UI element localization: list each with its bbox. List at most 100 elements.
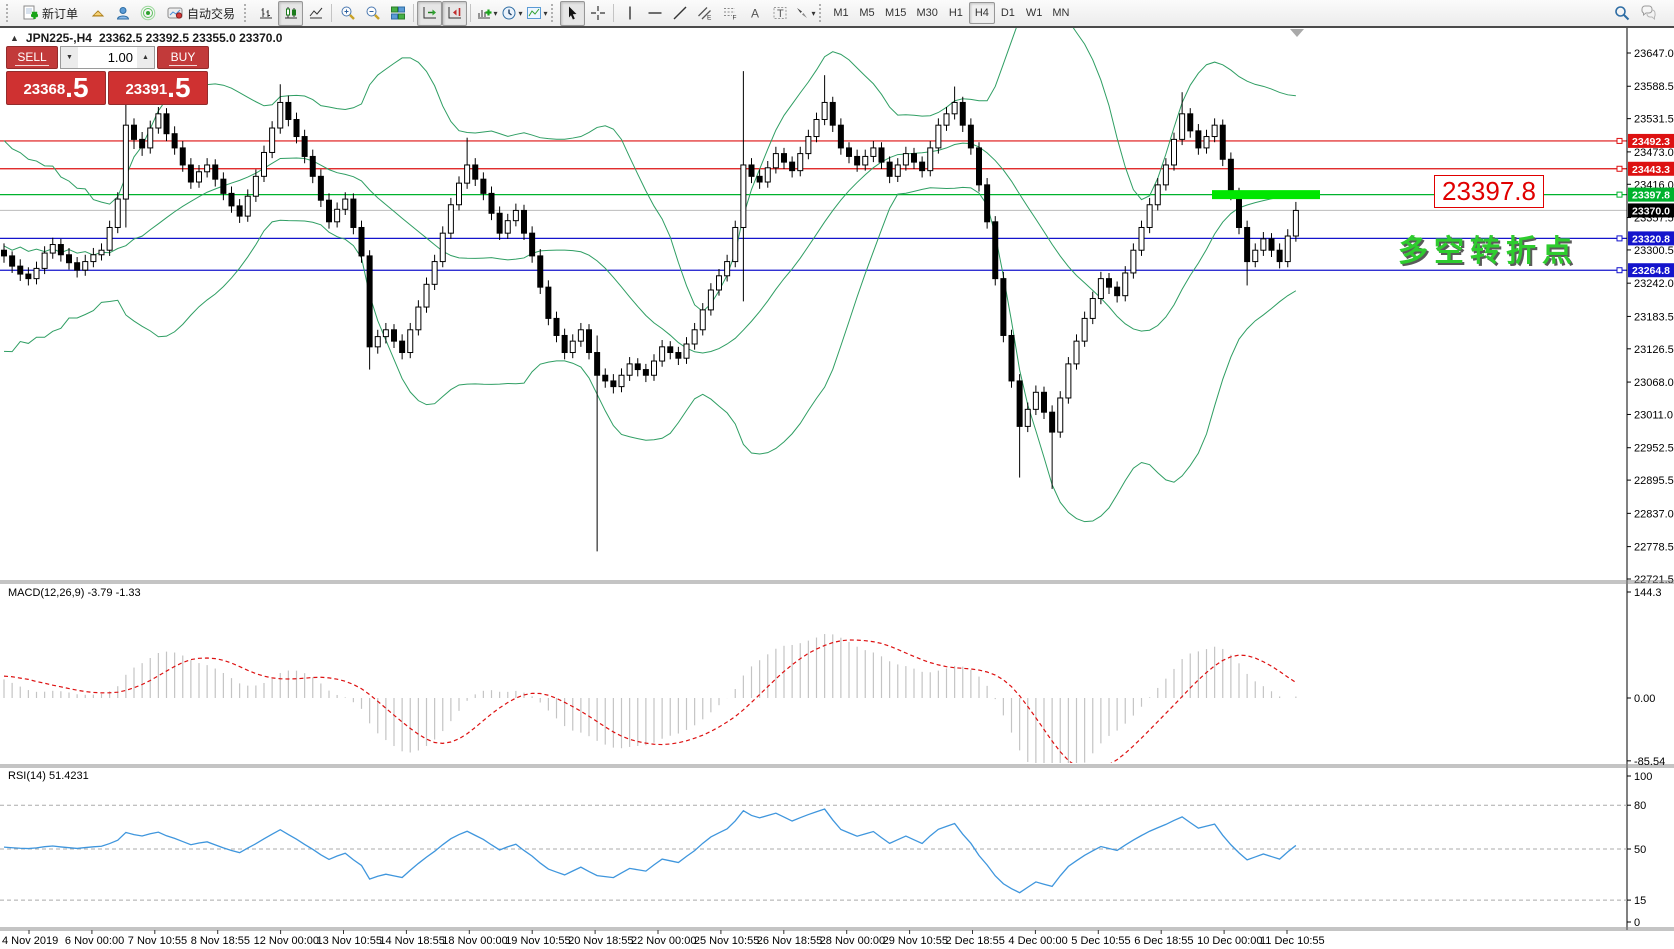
toolbar-grip[interactable] [6,4,11,22]
volume-input[interactable] [78,47,137,68]
candlestick-button[interactable] [278,0,304,26]
timeframe-button-mn[interactable]: MN [1052,7,1070,19]
timeframe-button-w1[interactable]: W1 [1025,7,1043,19]
level-line-node[interactable] [1616,191,1623,198]
bearish-candle [326,199,332,223]
x-axis-tick-label[interactable]: 22 Nov 00:00 [631,935,696,947]
x-axis-tick-label[interactable]: 20 Nov 18:55 [568,935,633,947]
level-line-node[interactable] [1616,267,1623,274]
x-axis-tick-label[interactable]: 19 Nov 10:55 [505,935,570,947]
auto-scroll-button[interactable] [417,0,443,26]
chart-canvas[interactable]: 23647.023588.523531.523473.023416.023357… [0,28,1674,949]
x-axis-tick-label[interactable]: 12 Nov 00:00 [254,935,319,947]
chart-shift-button[interactable] [442,0,468,26]
volume-increase-button[interactable]: ▲ [137,47,154,68]
cursor-icon [568,6,577,20]
bullish-candle [504,220,511,234]
bar-chart-button[interactable] [253,1,278,26]
x-axis-tick-label[interactable]: 28 Nov 00:00 [820,935,885,947]
y-axis-tick-label: 22895.5 [1634,475,1674,487]
templates-button[interactable]: ▾ [524,1,549,26]
timeframe-button-h4[interactable]: H4 [968,2,995,24]
buy-button[interactable]: BUY [157,46,209,69]
level-line-node[interactable] [1616,235,1623,242]
bearish-candle [358,226,365,257]
x-axis-tick-label[interactable]: 6 Nov 00:00 [65,935,124,947]
bullish-candle [927,147,934,172]
x-axis-tick-label[interactable]: 4 Nov 2019 [2,935,58,947]
toolbar-grip[interactable] [819,4,824,22]
price-level-label [1628,161,1674,176]
toolbar-grip[interactable] [244,4,249,22]
x-axis-tick-label[interactable]: 14 Nov 18:55 [379,935,444,947]
bearish-candle [350,198,357,228]
timeframe-button-d1[interactable]: D1 [1000,7,1015,19]
bearish-candle [131,124,137,140]
x-axis-tick-label[interactable]: 29 Nov 10:55 [883,935,948,947]
x-axis-tick-label[interactable]: 13 Nov 10:55 [317,935,382,947]
x-axis-tick-label[interactable]: 11 Dec 10:55 [1260,935,1325,947]
toolbar-grip[interactable] [551,4,556,22]
zoom-in-button[interactable] [335,1,360,26]
timeframe-button-m15[interactable]: M15 [885,7,907,19]
autotrading-button[interactable]: 自动交易 [160,1,242,26]
bearish-candle [602,374,609,382]
community-button[interactable] [110,1,135,26]
cursor-button[interactable] [560,0,586,26]
arrows-button[interactable]: ▾ [792,1,817,26]
search-icon[interactable] [1614,5,1630,21]
toolbar-separator [331,4,333,22]
horizontal-line-button[interactable] [642,1,667,26]
x-axis-tick-label[interactable]: 8 Nov 18:55 [191,935,250,947]
level-line-node[interactable] [1616,165,1623,172]
chart-shift-marker[interactable] [1290,29,1304,37]
price-callout[interactable]: 23397.8 [1434,175,1544,208]
x-axis-tick-label[interactable]: 25 Nov 10:55 [694,935,759,947]
bearish-candle [1008,334,1015,382]
x-axis-tick-label[interactable]: 18 Nov 00:00 [442,935,507,947]
x-axis-tick-label[interactable]: 10 Dec 00:00 [1197,935,1262,947]
bar-chart-icon [259,8,272,19]
vertical-line-button[interactable] [617,1,642,26]
collapse-panel-icon[interactable]: ▲ [10,33,19,43]
bearish-candle [1276,249,1283,263]
volume-decrease-button[interactable]: ▼ [61,47,78,68]
cn-annotation[interactable]: 多空转折点 [1398,235,1578,268]
line-chart-button[interactable] [303,1,328,26]
bullish-candle [382,329,389,338]
sell-price-button[interactable]: 23368.5 [6,71,106,105]
svg-text:T: T [777,8,784,20]
x-axis-tick-label[interactable]: 6 Dec 18:55 [1134,935,1193,947]
periods-button[interactable]: ▾ [499,1,524,26]
bearish-candle [9,255,16,267]
text-label-button[interactable]: T [767,1,792,26]
x-axis-tick-label[interactable]: 26 Nov 18:55 [757,935,822,947]
zoom-out-button[interactable] [360,1,385,26]
fibonacci-button[interactable]: F [717,1,742,26]
level-line-node[interactable] [1616,137,1623,144]
x-axis-tick-label[interactable]: 5 Dec 10:55 [1071,935,1130,947]
x-axis-tick-label[interactable]: 7 Nov 10:55 [128,935,187,947]
highlighted-level-segment[interactable] [1212,190,1320,200]
text-button[interactable]: A [742,1,767,26]
bearish-candle [480,178,487,194]
timeframe-button-m1[interactable]: M1 [833,7,849,19]
channel-button[interactable]: E [692,1,717,26]
indicators-button[interactable]: ▾ [474,1,499,26]
timeframe-button-m5[interactable]: M5 [859,7,875,19]
timeframe-button-m30[interactable]: M30 [916,7,938,19]
x-axis-tick-label[interactable]: 2 Dec 18:55 [946,935,1005,947]
timeframe-button-h1[interactable]: H1 [948,7,963,19]
signals-button[interactable] [135,1,160,26]
trendline-button[interactable] [667,1,692,26]
market-button[interactable] [85,1,110,26]
sell-button[interactable]: SELL [6,46,58,69]
tile-windows-button[interactable] [385,1,410,26]
bullish-candle [951,101,958,115]
buy-price-button[interactable]: 23391.5 [108,71,208,105]
price-level-label-text: 23397.8 [1632,190,1670,202]
chat-icon[interactable] [1640,5,1656,21]
x-axis-tick-label[interactable]: 4 Dec 00:00 [1008,935,1067,947]
new-order-button[interactable]: 新订单 [15,1,85,26]
crosshair-button[interactable] [585,1,610,26]
